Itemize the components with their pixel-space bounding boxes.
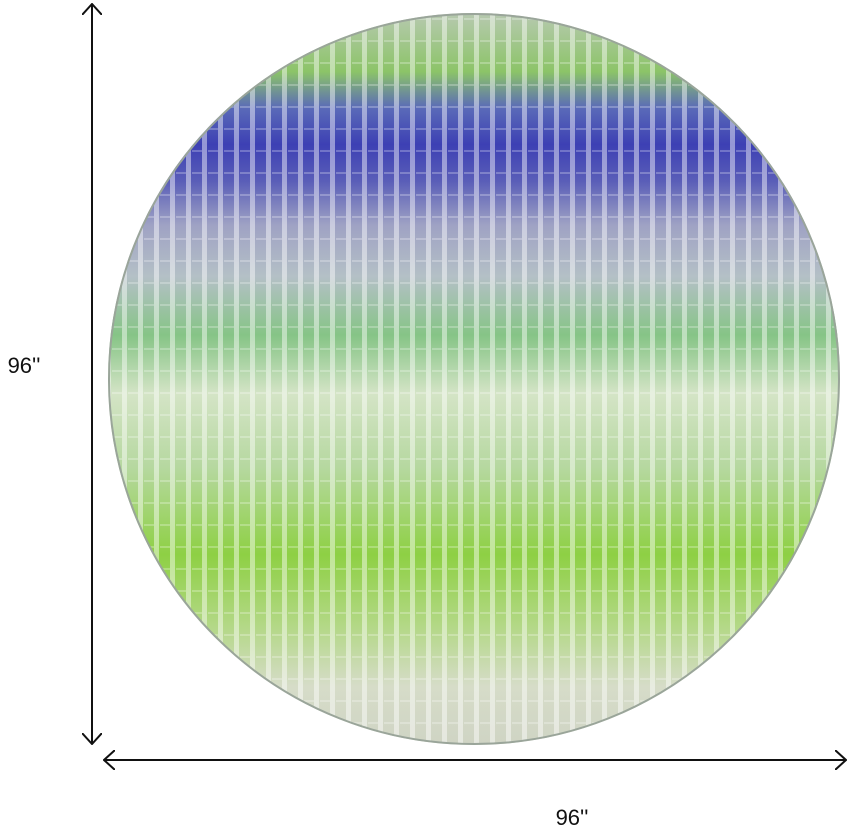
rug-texture xyxy=(108,13,840,745)
height-label: 96'' xyxy=(8,353,41,378)
rug xyxy=(108,13,840,745)
width-label: 96'' xyxy=(556,805,589,829)
rug-edge xyxy=(108,13,840,745)
